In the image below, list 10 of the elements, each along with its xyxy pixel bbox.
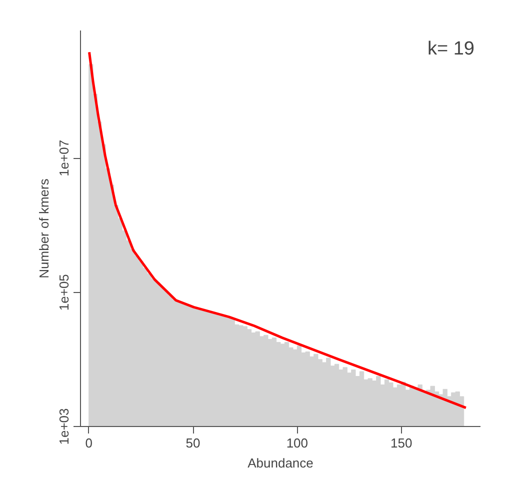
y-tick-label: 1e+05 [56, 274, 72, 311]
y-tick-label: 1e+07 [56, 140, 72, 176]
annotation: k= 19 [427, 38, 475, 60]
y-tick-label: 1e+03 [56, 408, 72, 445]
x-axis-title: Abundance [248, 456, 314, 470]
x-tick-label: 100 [286, 436, 308, 450]
x-tick-label: 0 [85, 436, 92, 450]
x-tick-label: 50 [186, 436, 200, 450]
y-axis-title: Number of kmers [36, 178, 52, 278]
x-tick-label: 150 [390, 436, 412, 450]
